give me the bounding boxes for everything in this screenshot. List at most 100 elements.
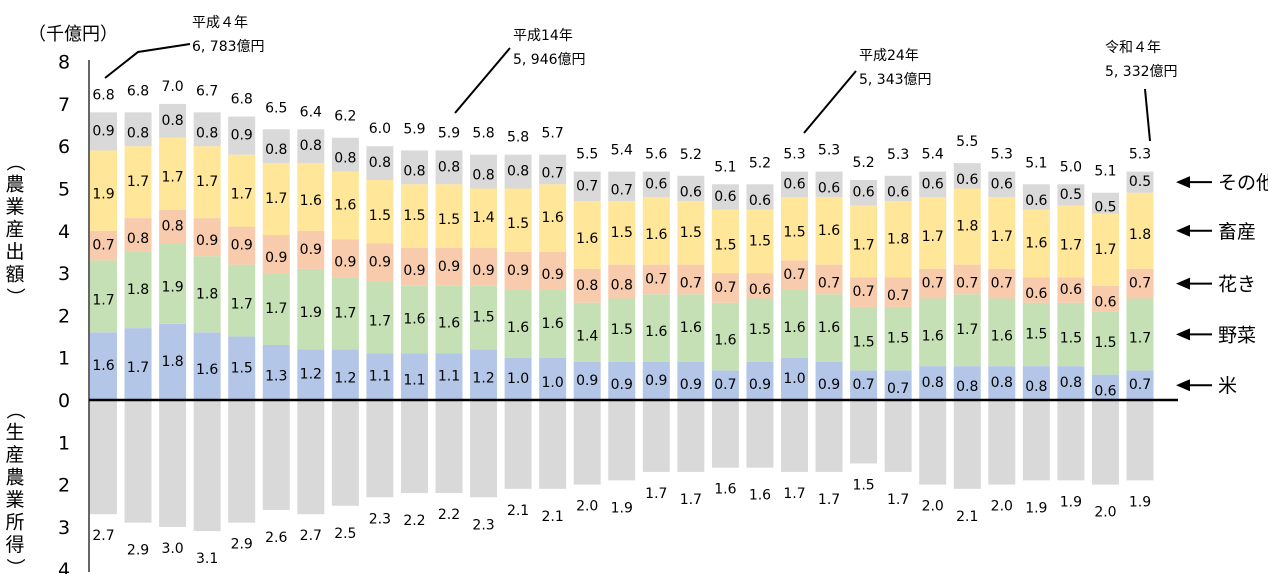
lower-bar-label: 1.7 [818, 492, 840, 508]
total-label: 6.8 [92, 87, 114, 103]
segment-label: 1.5 [403, 208, 425, 224]
bar-segment [988, 171, 1016, 197]
bar-segment [262, 235, 290, 274]
bar-segment [1057, 277, 1085, 303]
bar-group: 0.7 1.5 0.7 1.7 0.6 5.2 [850, 155, 878, 400]
bar-segment [953, 188, 981, 265]
bar-segment [539, 357, 567, 400]
segment-label: 0.7 [887, 381, 909, 397]
bar-segment [711, 273, 739, 303]
bar-segment [228, 226, 256, 265]
legend-item: 野菜 [1176, 324, 1256, 346]
segment-label: 0.6 [783, 176, 805, 192]
lower-bar-label: 2.5 [334, 526, 356, 542]
total-label: 5.3 [818, 143, 840, 159]
segment-label: 1.8 [887, 231, 909, 247]
annotation-value: 6, 783億円 [192, 39, 265, 55]
segment-label: 1.7 [196, 174, 218, 190]
lower-bar [746, 400, 774, 468]
bar-segment [366, 281, 394, 354]
bar-segment [366, 146, 394, 181]
segment-label: 0.7 [714, 377, 736, 393]
bar-segment [470, 188, 498, 248]
lower-bar [608, 400, 636, 481]
segment-label: 1.6 [818, 320, 840, 336]
bar-segment [746, 298, 774, 362]
bar-segment [642, 196, 670, 265]
bar-segment [677, 361, 705, 400]
bar-segment [850, 180, 878, 206]
segment-label: 0.9 [542, 267, 564, 283]
lower-bar-label: 1.6 [714, 482, 736, 498]
segment-label: 1.6 [507, 320, 529, 336]
bar-segment [435, 247, 463, 286]
segment-label: 1.5 [1025, 326, 1047, 342]
segment-label: 1.4 [576, 328, 598, 344]
bar-segment [297, 268, 325, 350]
segment-label: 1.6 [438, 316, 460, 332]
segment-label: 0.9 [576, 373, 598, 389]
segment-label: 1.6 [1025, 235, 1047, 251]
bar-segment [504, 357, 532, 400]
bar-segment [1057, 205, 1085, 278]
bar-segment [573, 171, 601, 202]
segment-label: 0.8 [472, 168, 494, 184]
segment-label: 1.7 [369, 314, 391, 330]
segment-label: 1.0 [783, 371, 805, 387]
segment-label: 0.9 [92, 123, 114, 139]
bar-segment [919, 171, 947, 197]
segment-label: 0.7 [611, 182, 633, 198]
bar-segment [608, 171, 636, 202]
bar-segment [435, 150, 463, 185]
legend-arrowhead [1176, 277, 1190, 290]
segment-label: 1.5 [749, 322, 771, 338]
segment-label: 0.8 [161, 113, 183, 129]
bar-segment [608, 264, 636, 299]
bar-segment [90, 332, 117, 400]
lower-bars: 2.7 2.9 3.0 3.1 2.9 2.6 2.7 2.5 2.3 2.2 2.2 2.3 2.1 2… [90, 400, 1154, 567]
lower-bar-label: 2.0 [922, 499, 944, 515]
segment-label: 0.9 [438, 259, 460, 275]
bar-segment [435, 353, 463, 400]
segment-label: 1.2 [472, 371, 494, 387]
segment-label: 0.8 [334, 151, 356, 167]
lower-bar [953, 400, 981, 489]
segment-label: 0.7 [852, 377, 874, 393]
segment-label: 0.8 [196, 125, 218, 141]
segment-label: 0.6 [1094, 383, 1116, 399]
y-tick-label-lower: 2 [58, 475, 70, 497]
bar-group: 1.0 1.6 0.9 1.6 0.7 5.7 [539, 126, 567, 400]
segment-label: 1.1 [403, 373, 425, 389]
legend-item: その他 [1176, 172, 1268, 194]
bar-segment [988, 366, 1016, 400]
segment-label: 1.8 [127, 282, 149, 298]
segment-label: 0.8 [922, 375, 944, 391]
y-tick-label: 5 [58, 179, 70, 201]
unit-label: （千億円） [28, 24, 118, 45]
upper-axis-title-char: ） [4, 287, 26, 306]
bar-segment [331, 137, 359, 172]
bar-segment [539, 290, 567, 358]
bar-segment [159, 243, 187, 324]
lower-bar [850, 400, 878, 464]
segment-label: 0.5 [1129, 174, 1151, 190]
bar-segment [297, 230, 325, 269]
segment-label: 1.5 [1094, 335, 1116, 351]
lower-bar-label: 1.9 [611, 500, 633, 516]
y-tick-label-lower: 1 [58, 432, 70, 454]
segment-label: 1.5 [887, 331, 909, 347]
bar-segment [815, 171, 843, 197]
bar-segment [919, 268, 947, 299]
bar-segment [90, 150, 117, 231]
legend-arrowhead [1176, 224, 1190, 237]
upper-axis-title-char: 産 [5, 219, 24, 241]
segment-label: 1.7 [231, 187, 253, 203]
lower-bar-label: 2.2 [403, 513, 425, 529]
segment-label: 1.7 [231, 297, 253, 313]
segment-label: 1.6 [783, 320, 805, 336]
total-label: 6.2 [334, 109, 356, 125]
segment-label: 0.9 [403, 263, 425, 279]
bar-segment [435, 184, 463, 248]
segment-label: 1.8 [196, 286, 218, 302]
segment-label: 0.7 [887, 288, 909, 304]
